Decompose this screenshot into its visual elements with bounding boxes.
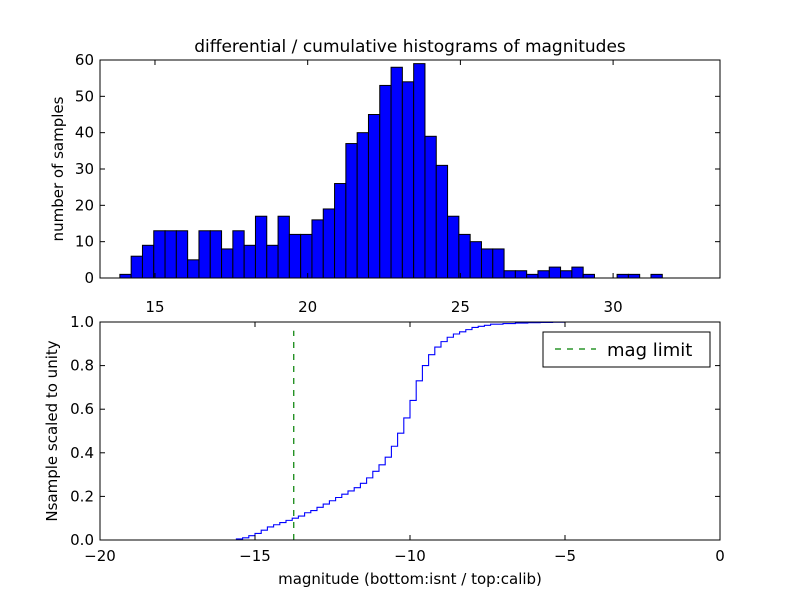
histogram-y-tick-label: 50 <box>75 87 94 105</box>
histogram-bar <box>243 244 256 279</box>
histogram-bar <box>560 270 573 279</box>
histogram-bar <box>311 219 324 279</box>
histogram-bar <box>526 273 539 279</box>
cumulative-ticks: 0.0 0.2 0.4 0.6 0.8 1.0 −20 −15 −10 −5 0 <box>70 313 725 565</box>
histogram-bar <box>175 230 189 279</box>
histogram-bar <box>616 273 629 279</box>
histogram-y-tick-label: 60 <box>75 51 94 69</box>
legend-label: mag limit <box>607 340 692 361</box>
histogram-bar <box>119 273 132 279</box>
histogram-frame <box>99 59 721 279</box>
histogram-bar <box>153 230 166 279</box>
histogram-bar <box>334 183 347 279</box>
histogram-bar <box>232 230 245 279</box>
histogram-bar <box>413 63 426 279</box>
cumulative-panel: 0.0 0.2 0.4 0.6 0.8 1.0 −20 −15 −10 −5 0 Nsample s… <box>43 313 725 588</box>
histogram-bar <box>401 81 415 279</box>
histogram-bar <box>367 114 381 279</box>
histogram-bar <box>266 244 279 279</box>
histogram-bar <box>514 270 528 279</box>
cumulative-x-label: magnitude (bottom:isnt / top:calib) <box>278 570 542 588</box>
cumulative-x-tick-label: −20 <box>84 547 116 565</box>
histogram-y-tick-label: 10 <box>75 233 94 251</box>
cumulative-x-tick-label: −15 <box>239 547 271 565</box>
histogram-bar <box>548 266 562 279</box>
histogram-x-tick-label: 15 <box>145 298 164 316</box>
histogram-bar <box>300 233 313 279</box>
histogram-bar <box>209 230 223 279</box>
cumulative-x-tick-label: −10 <box>394 547 426 565</box>
histogram-bar <box>492 248 505 279</box>
histogram-bar <box>198 230 211 279</box>
histogram-y-label: number of samples <box>49 96 67 241</box>
histogram-x-tick-label: 30 <box>604 298 623 316</box>
cumulative-y-tick-label: 0.0 <box>70 531 94 549</box>
cumulative-y-tick-label: 1.0 <box>70 313 94 331</box>
histogram-y-tick-label: 40 <box>75 124 94 142</box>
histogram-bar <box>537 270 550 279</box>
histogram-x-tick-label: 25 <box>451 298 470 316</box>
histogram-bar <box>435 164 449 279</box>
histogram-y-tick-label: 0 <box>84 269 94 287</box>
histogram-bar <box>187 259 200 279</box>
histogram-bar <box>254 215 268 279</box>
histogram-bar <box>627 273 641 279</box>
histogram-bar <box>390 66 403 279</box>
histogram-bar <box>345 143 358 279</box>
cumulative-y-label: Nsample scaled to unity <box>43 340 61 521</box>
histogram-bar <box>322 208 336 279</box>
cumulative-x-tick-label: −5 <box>554 547 576 565</box>
histogram-y-tick-label: 30 <box>75 160 94 178</box>
histogram-bar <box>650 273 663 279</box>
cumulative-y-tick-label: 0.4 <box>70 444 94 462</box>
histogram-panel: differential / cumulative histograms of … <box>49 37 721 316</box>
histogram-x-tick-label: 20 <box>298 298 317 316</box>
histogram-bar <box>424 135 437 279</box>
histogram-bar <box>130 255 143 279</box>
cumulative-y-tick-label: 0.6 <box>70 400 94 418</box>
cumulative-x-tick-label: 0 <box>715 547 725 565</box>
histogram-bar <box>221 248 234 279</box>
legend: mag limit <box>542 331 711 368</box>
histogram-bar <box>503 270 516 279</box>
cumulative-frame <box>99 321 721 541</box>
histogram-bar <box>458 233 471 279</box>
histogram-bar <box>164 230 177 279</box>
histogram-bar <box>141 244 155 279</box>
chart-title: differential / cumulative histograms of … <box>194 37 626 57</box>
cumulative-y-tick-label: 0.8 <box>70 357 94 375</box>
cumulative-y-tick-label: 0.2 <box>70 487 94 505</box>
histogram-bar <box>356 132 369 279</box>
histogram-bar <box>571 266 584 279</box>
histogram-bar <box>288 233 302 279</box>
cumulative-lines <box>100 321 720 541</box>
histogram-y-tick-label: 20 <box>75 196 94 214</box>
cumulative-step-line <box>100 321 720 541</box>
histogram-bar <box>277 215 290 279</box>
histogram-bar <box>447 215 460 279</box>
histogram-bar <box>469 241 482 279</box>
histogram-bar <box>582 273 595 279</box>
histogram-bar <box>379 84 392 279</box>
histogram-ticks: 0 10 20 30 40 50 60 15 20 25 30 <box>75 51 720 316</box>
histogram-bar <box>480 248 494 279</box>
